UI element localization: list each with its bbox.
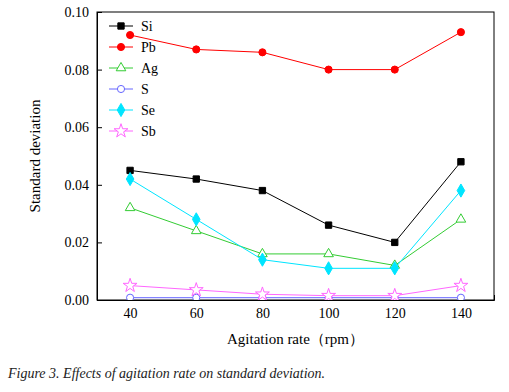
- legend-symbol: [116, 62, 126, 70]
- point: [259, 187, 265, 193]
- x-tick-label: 40: [124, 306, 138, 321]
- point: [259, 253, 267, 266]
- y-tick: 0.08: [65, 63, 103, 78]
- point: [259, 49, 266, 56]
- y-axis-title: Standard deviation: [27, 99, 43, 212]
- y-tick-mark: [97, 242, 102, 243]
- legend-label: Pb: [141, 40, 156, 55]
- y-tick-mark: [97, 70, 102, 71]
- x-axis-title: Agitation rate（rpm）: [227, 331, 364, 347]
- x-tick-label: 80: [256, 306, 270, 321]
- point: [127, 294, 134, 300]
- series-line: [130, 286, 461, 296]
- point: [125, 202, 135, 210]
- legend-label: Ag: [141, 61, 158, 76]
- y-tick-label: 0.02: [65, 235, 90, 250]
- y-tick-label: 0.10: [65, 5, 90, 20]
- y-tick: 0.06: [65, 120, 103, 135]
- y-tick-mark: [97, 185, 102, 186]
- plot-frame: [97, 12, 494, 300]
- y-axis-line: [98, 13, 103, 301]
- series-group: [123, 29, 468, 300]
- y-tick-mark: [97, 127, 102, 128]
- x-tick: 140: [451, 295, 472, 321]
- point: [325, 66, 332, 73]
- point: [322, 288, 336, 300]
- x-tick-label: 120: [385, 306, 406, 321]
- series-line: [130, 297, 461, 298]
- y-tick-label: 0.08: [65, 63, 90, 78]
- point: [192, 213, 200, 226]
- legend-label: S: [141, 82, 149, 97]
- point: [123, 278, 137, 291]
- y-tick-mark: [97, 300, 102, 301]
- legend-symbol: [117, 85, 124, 92]
- point: [458, 159, 464, 165]
- point: [189, 283, 203, 296]
- series-line: [130, 32, 461, 69]
- y-axis: 0.00 0.02 0.04 0.06 0.08 0.10: [65, 5, 103, 308]
- y-tick: 0.02: [65, 235, 103, 250]
- x-tick-label: 100: [319, 306, 340, 321]
- point: [388, 288, 402, 300]
- y-tick: 0.04: [65, 178, 103, 193]
- x-tick: 60: [190, 295, 204, 321]
- point: [392, 239, 398, 245]
- legend-symbol: [117, 103, 125, 116]
- legend: Si Pb Ag S Se Sb: [109, 19, 158, 139]
- legend-symbol: [114, 124, 128, 137]
- point: [325, 222, 331, 228]
- point: [391, 262, 399, 275]
- legend-label: Sb: [141, 124, 156, 139]
- point: [324, 248, 334, 256]
- x-tick: 40: [124, 295, 138, 321]
- y-tick-label: 0.06: [65, 120, 90, 135]
- point: [457, 294, 464, 300]
- y-tick-label: 0.00: [65, 293, 90, 308]
- series-line: [130, 162, 461, 243]
- legend-symbol: [117, 43, 124, 50]
- x-axis-line: [98, 295, 495, 301]
- y-tick: 0.00: [65, 293, 103, 308]
- caption: Figure 3. Effects of agitation rate on s…: [7, 366, 325, 381]
- series-line: [130, 179, 461, 268]
- legend-symbol: [118, 23, 124, 29]
- plot: 40 60 80 100 120 140 0.00 0.02 0.04 0.06 0.08 0.10 S…: [65, 5, 495, 321]
- point: [391, 66, 398, 73]
- point: [126, 172, 134, 185]
- x-tick-label: 140: [451, 306, 472, 321]
- y-tick-label: 0.04: [65, 178, 90, 193]
- point: [457, 184, 465, 197]
- legend-label: Se: [141, 103, 155, 118]
- y-tick: 0.10: [65, 5, 103, 20]
- point: [456, 214, 466, 222]
- point: [193, 176, 199, 182]
- series-line: [130, 208, 461, 266]
- y-tick-mark: [97, 12, 102, 13]
- chart: 40 60 80 100 120 140 0.00 0.02 0.04 0.06 0.08 0.10 S…: [0, 0, 509, 392]
- point: [325, 262, 333, 275]
- point: [255, 287, 269, 300]
- point: [127, 31, 134, 38]
- legend-label: Si: [141, 19, 153, 34]
- x-axis: 40 60 80 100 120 140: [98, 295, 495, 321]
- point: [193, 46, 200, 53]
- x-tick-label: 60: [190, 306, 204, 321]
- point: [454, 278, 468, 291]
- point: [457, 29, 464, 36]
